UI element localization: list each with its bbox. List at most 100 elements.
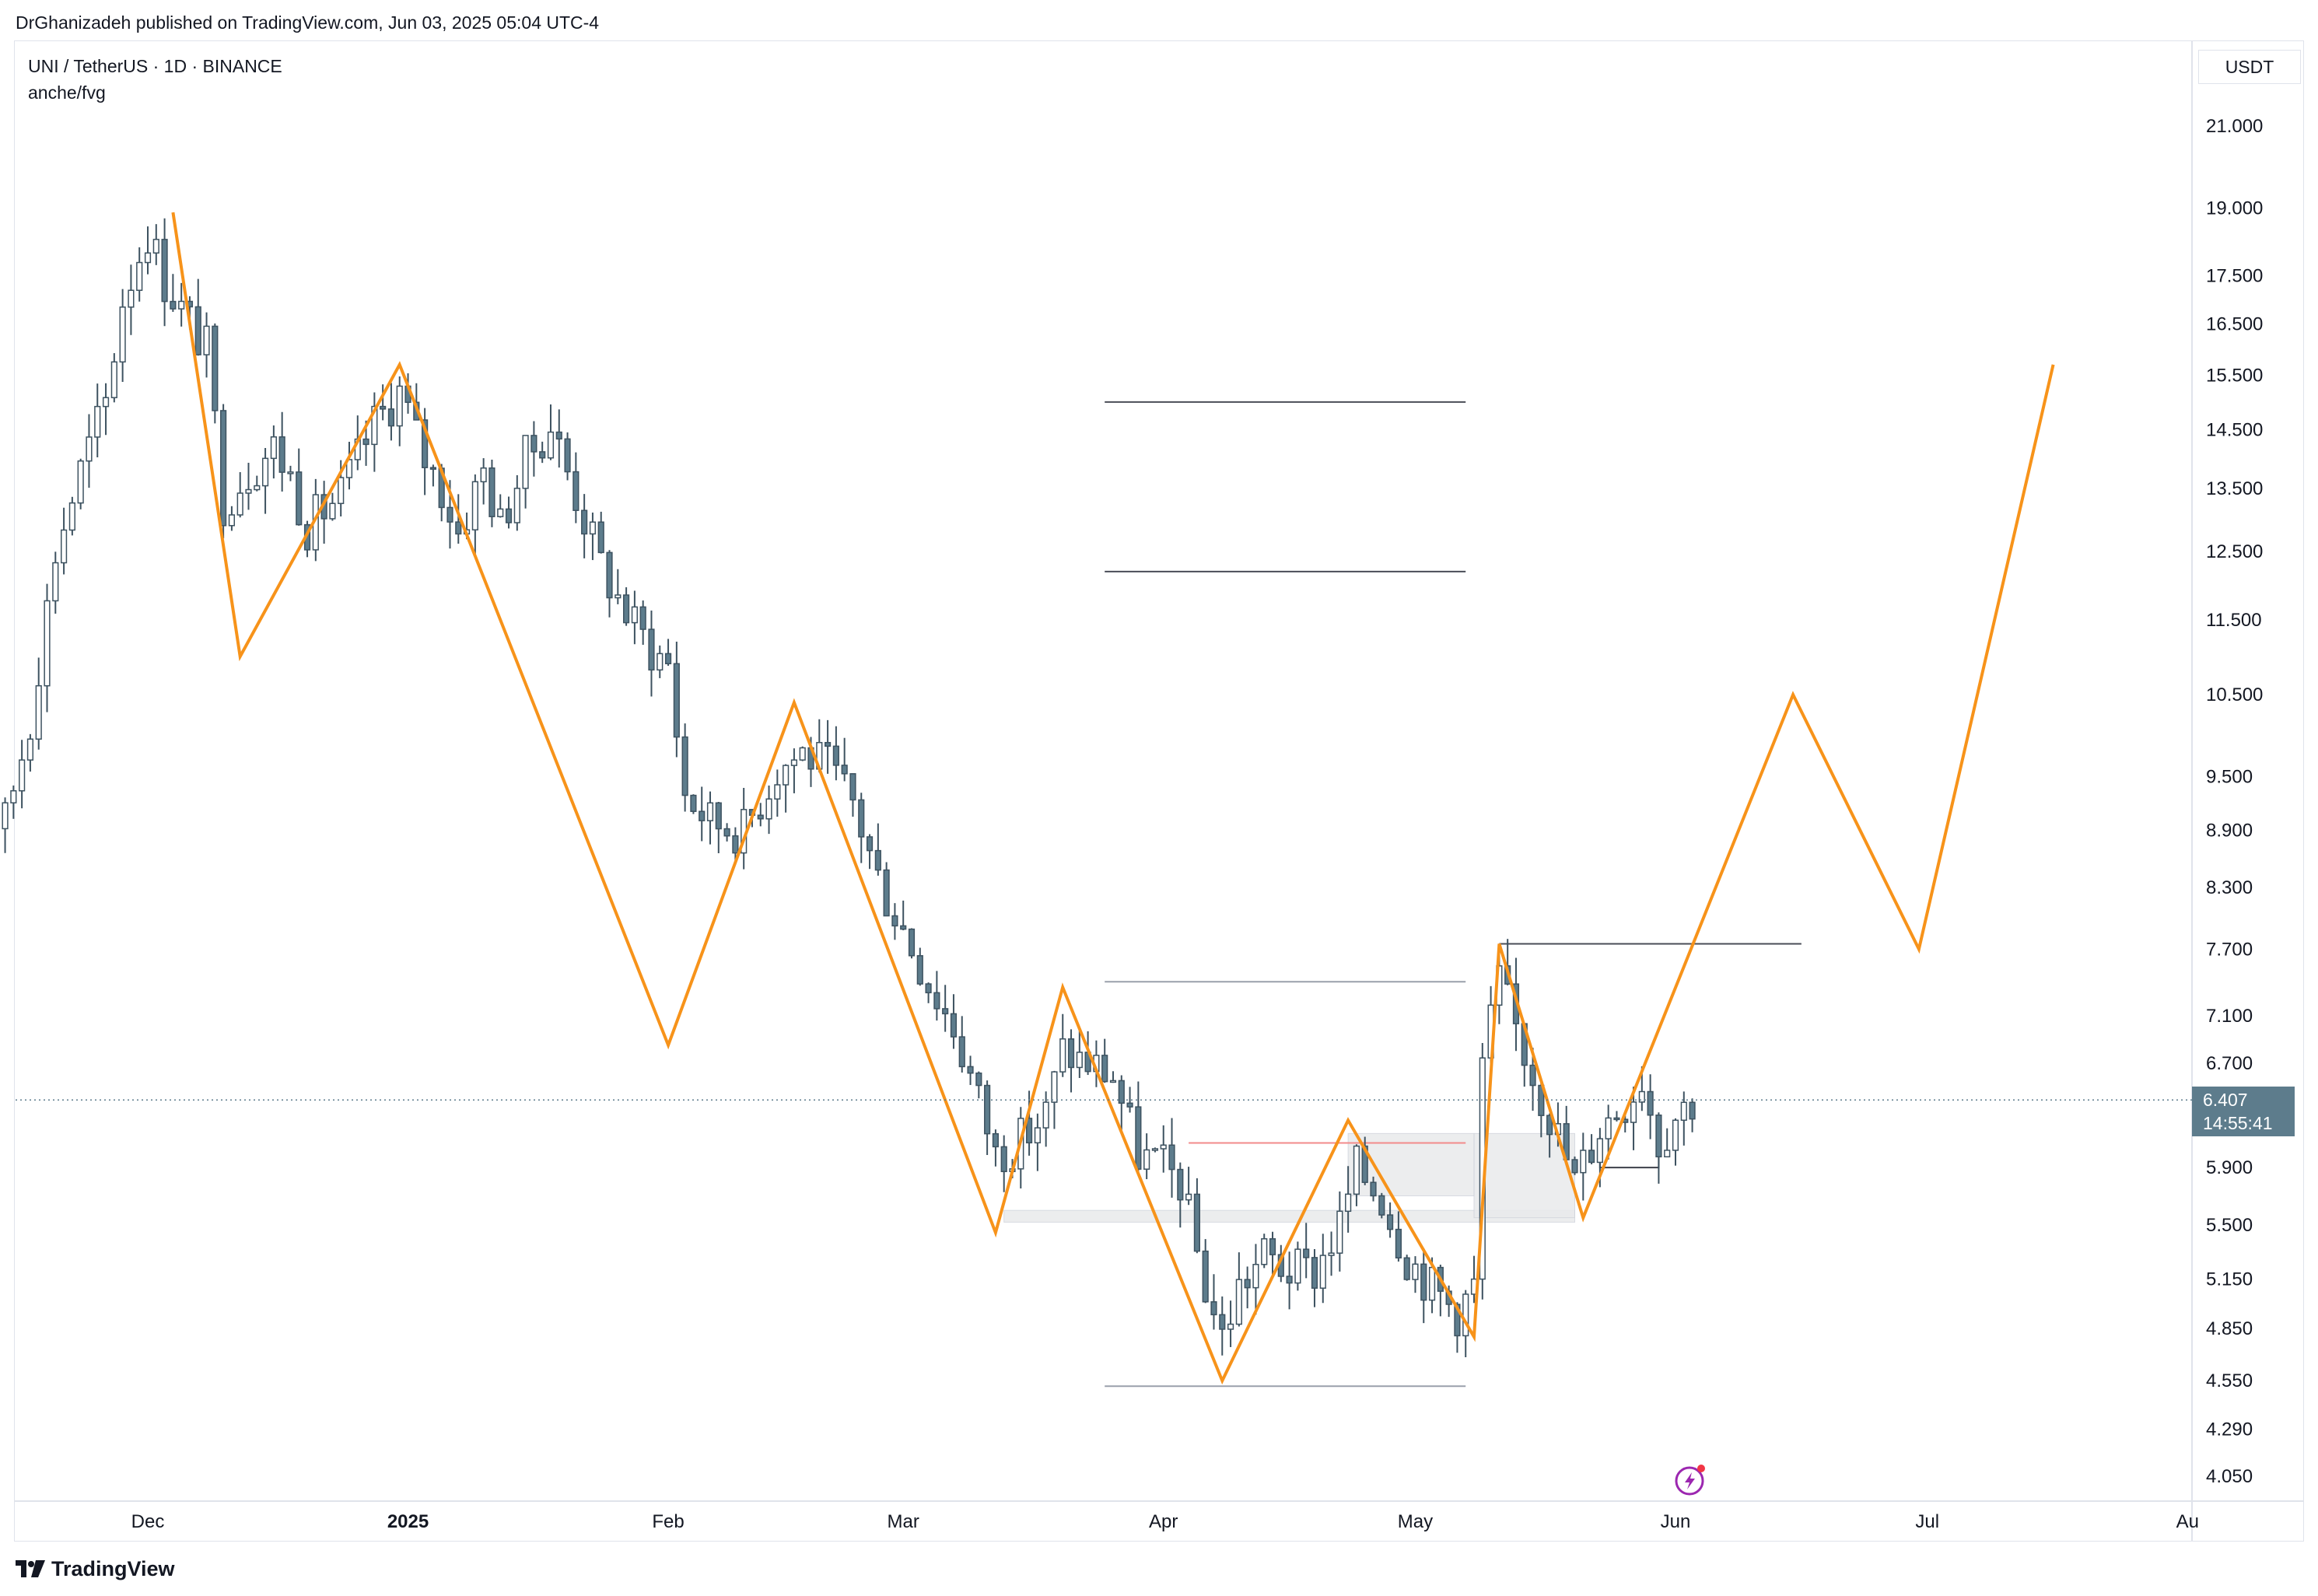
time-tick-label: Feb (652, 1511, 684, 1532)
candle-body (942, 1008, 949, 1015)
candle-body (849, 773, 856, 801)
candle-body (790, 759, 798, 766)
candle-body (1613, 1117, 1620, 1121)
candle-body (1227, 1323, 1234, 1330)
candle-body (1546, 1115, 1553, 1136)
price-tick-label: 16.500 (2206, 313, 2263, 334)
candle-body (1403, 1257, 1410, 1280)
price-axis-ticks[interactable]: 21.000 19.000 17.500 16.500 15.500 14.500 13.5… (2206, 116, 2263, 1487)
candle-body (1428, 1266, 1436, 1301)
candle-body (1689, 1101, 1696, 1120)
price-tick-label: 15.500 (2206, 365, 2263, 386)
candle-body (170, 300, 177, 310)
candle-body (1219, 1314, 1226, 1330)
tradingview-logo[interactable]: TradingView (16, 1557, 175, 1581)
candle-body (673, 663, 680, 738)
candle-body (220, 410, 227, 527)
candle-body (1076, 1052, 1083, 1069)
candle-body (615, 594, 622, 599)
candle-body (1655, 1114, 1662, 1158)
price-tick-label: 8.900 (2206, 821, 2253, 842)
price-tick-label: 17.500 (2206, 265, 2263, 286)
price-tick-label: 5.500 (2206, 1215, 2253, 1236)
time-axis-ticks[interactable]: Dec 2025 Feb Mar Apr May Jun Jul Au (131, 1511, 2199, 1532)
candle-body (513, 488, 520, 523)
candle-body (639, 606, 646, 630)
candle-body (236, 492, 243, 516)
candle-body (480, 467, 487, 483)
candle-body (1185, 1193, 1192, 1201)
candle-body (824, 741, 832, 747)
candle-body (1596, 1138, 1603, 1164)
candle-body (60, 529, 68, 564)
candle-body (1034, 1127, 1041, 1144)
candle-body (194, 306, 201, 355)
candle-body (1588, 1150, 1595, 1164)
candle-body (19, 759, 26, 792)
candle-body (581, 509, 588, 535)
candle-body (992, 1132, 1000, 1148)
candle-body (1286, 1276, 1293, 1284)
candle-body (1210, 1301, 1217, 1316)
candle-body (1118, 1080, 1125, 1104)
candle-body (1395, 1228, 1402, 1258)
candle-body (967, 1066, 974, 1074)
candle-body (1261, 1238, 1268, 1265)
candle-body (1370, 1181, 1377, 1197)
candle-body (2, 802, 9, 830)
candle-body (1135, 1106, 1142, 1170)
price-tick-label: 9.500 (2206, 767, 2253, 788)
candle-body (572, 471, 580, 511)
symbol-title[interactable]: UNI / TetherUS · 1D · BINANCE (28, 56, 282, 76)
candle-body (136, 261, 143, 291)
time-tick-label: Au (2176, 1511, 2199, 1532)
candle-body (1177, 1168, 1184, 1201)
published-by-line: DrGhanizadeh published on TradingView.co… (16, 12, 600, 33)
price-tick-label: 6.700 (2206, 1053, 2253, 1074)
time-tick-label: May (1398, 1511, 1433, 1532)
candle-body (429, 467, 436, 470)
candle-body (657, 653, 664, 671)
candle-body (539, 451, 546, 459)
indicator-label[interactable]: anche/fvg (28, 82, 106, 103)
candle-body (1168, 1144, 1175, 1171)
currency-selector[interactable]: USDT (2198, 50, 2301, 84)
candle-body (1126, 1102, 1133, 1108)
candle-body (1143, 1149, 1150, 1170)
zigzag-projection (171, 212, 2055, 1385)
candle-body (77, 460, 84, 504)
tradingview-logo-icon (16, 1559, 45, 1577)
candle-body (1336, 1210, 1343, 1254)
candle-body (891, 915, 898, 927)
time-tick-label: Dec (131, 1511, 165, 1532)
candle-body (245, 488, 252, 494)
candle-body (1303, 1248, 1310, 1258)
candle-body (841, 765, 848, 775)
candle-body (1420, 1263, 1427, 1301)
candle-body (396, 385, 403, 427)
candle-body (547, 431, 555, 459)
time-tick-label: Jul (1915, 1511, 1939, 1532)
candle-body (874, 849, 881, 871)
candle-body (1000, 1146, 1007, 1173)
candle-body (86, 436, 93, 462)
candle-body (1571, 1159, 1578, 1174)
candle-body (278, 436, 285, 473)
price-tick-label: 4.290 (2206, 1419, 2253, 1440)
candle-body (455, 521, 462, 535)
candle-body (1647, 1090, 1654, 1116)
price-tick-label: 21.000 (2206, 116, 2263, 137)
candle-body (925, 983, 932, 994)
price-tick-label: 14.500 (2206, 420, 2263, 441)
candle-body (765, 798, 772, 820)
candle-body (975, 1072, 982, 1087)
candle-body (1630, 1101, 1637, 1123)
lightning-icon[interactable] (1674, 1462, 1708, 1496)
candle-body (1294, 1248, 1301, 1284)
candle-body (631, 606, 638, 624)
brand-name: TradingView (51, 1557, 175, 1580)
candle-body (1454, 1304, 1461, 1337)
candle-body (1151, 1148, 1159, 1151)
candle-body (68, 502, 75, 531)
